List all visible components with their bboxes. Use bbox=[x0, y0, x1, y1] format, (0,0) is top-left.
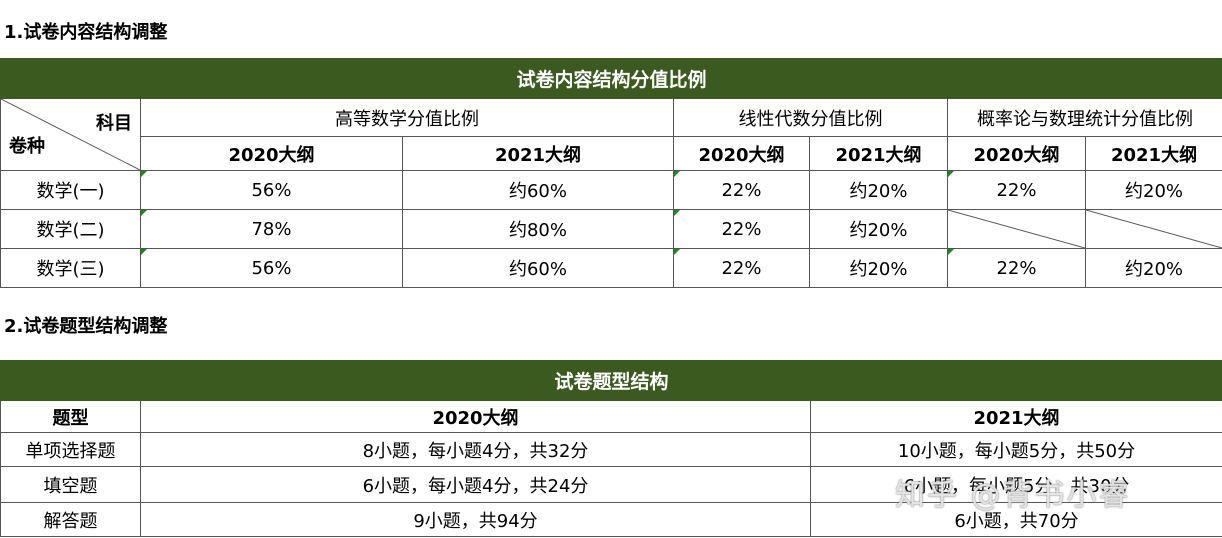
row-label: 数学(三) bbox=[0, 248, 141, 288]
table-cell: 22% bbox=[673, 170, 810, 210]
section-2-title: 2.试卷题型结构调整 bbox=[4, 316, 168, 337]
sub-header: 2020大纲 bbox=[140, 136, 403, 171]
group-header-linear-algebra: 线性代数分值比例 bbox=[673, 98, 948, 137]
table-cell: 6小题，每小题4分，共24分 bbox=[140, 466, 811, 503]
column-header: 2021大纲 bbox=[809, 400, 1222, 433]
table-cell: 22% bbox=[947, 248, 1086, 288]
question-structure-table: 试卷题型结构 题型 2020大纲 2021大纲 单项选择题 8小题，每小题4分，… bbox=[0, 360, 1222, 537]
table-cell: 约20% bbox=[809, 248, 948, 288]
column-header: 2020大纲 bbox=[140, 400, 811, 433]
slash-line bbox=[1086, 210, 1222, 248]
table-row: 填空题 6小题，每小题4分，共24分 6小题，每小题5分，共30分 bbox=[0, 466, 1222, 503]
corner-paper-label: 卷种 bbox=[9, 136, 45, 157]
table-cell: 56% bbox=[140, 248, 403, 288]
section-1-title: 1.试卷内容结构调整 bbox=[4, 22, 168, 43]
table-cell: 22% bbox=[673, 248, 810, 288]
table-cell: 约20% bbox=[1084, 248, 1222, 288]
row-label: 填空题 bbox=[0, 466, 141, 503]
content-structure-table: 试卷内容结构分值比例 科目 卷种 高等数学分值比例 线性代数分值比例 概率论与数… bbox=[0, 58, 1222, 288]
table-row: 数学(一) 56% 约60% 22% 约20% 22% 约20% bbox=[0, 170, 1222, 210]
table1-banner: 试卷内容结构分值比例 bbox=[0, 58, 1222, 99]
table-cell: 约80% bbox=[402, 209, 674, 249]
table-cell: 78% bbox=[140, 209, 403, 249]
table-cell: 10小题，每小题5分，共50分 bbox=[809, 432, 1222, 467]
sub-header: 2021大纲 bbox=[809, 136, 948, 171]
corner-header: 科目 卷种 bbox=[0, 98, 141, 171]
group-header-calculus: 高等数学分值比例 bbox=[140, 98, 674, 137]
row-label: 数学(一) bbox=[0, 170, 141, 210]
table-cell: 9小题，共94分 bbox=[140, 502, 811, 537]
sub-header: 2020大纲 bbox=[673, 136, 810, 171]
corner-diagonal bbox=[1, 99, 140, 170]
table-row: 数学(三) 56% 约60% 22% 约20% 22% 约20% bbox=[0, 248, 1222, 288]
empty-slashed-cell bbox=[947, 209, 1086, 249]
row-label: 数学(二) bbox=[0, 209, 141, 249]
table-cell: 56% bbox=[140, 170, 403, 210]
corner-subject-label: 科目 bbox=[96, 113, 132, 134]
group-header-probability: 概率论与数理统计分值比例 bbox=[946, 98, 1222, 137]
table-cell: 22% bbox=[947, 170, 1086, 210]
table-cell: 约60% bbox=[402, 248, 674, 288]
table-cell: 约20% bbox=[809, 209, 948, 249]
slash-line bbox=[948, 210, 1085, 248]
table-cell: 8小题，每小题4分，共32分 bbox=[140, 432, 811, 467]
table-cell: 6小题，共70分 bbox=[809, 502, 1222, 537]
table2-banner: 试卷题型结构 bbox=[0, 360, 1222, 401]
table-row: 解答题 9小题，共94分 6小题，共70分 bbox=[0, 502, 1222, 537]
table-cell: 6小题，每小题5分，共30分 bbox=[809, 466, 1222, 503]
table-row: 数学(二) 78% 约80% 22% 约20% bbox=[0, 209, 1222, 249]
row-label: 解答题 bbox=[0, 502, 141, 537]
table-cell: 22% bbox=[673, 209, 810, 249]
table-cell: 约20% bbox=[1084, 170, 1222, 210]
sub-header: 2021大纲 bbox=[402, 136, 674, 171]
empty-slashed-cell bbox=[1084, 209, 1222, 249]
sub-header: 2021大纲 bbox=[1084, 136, 1222, 171]
row-label: 单项选择题 bbox=[0, 432, 141, 467]
table-row: 单项选择题 8小题，每小题4分，共32分 10小题，每小题5分，共50分 bbox=[0, 432, 1222, 467]
column-header: 题型 bbox=[0, 400, 141, 433]
sub-header: 2020大纲 bbox=[947, 136, 1086, 171]
table-cell: 约60% bbox=[402, 170, 674, 210]
table-cell: 约20% bbox=[809, 170, 948, 210]
